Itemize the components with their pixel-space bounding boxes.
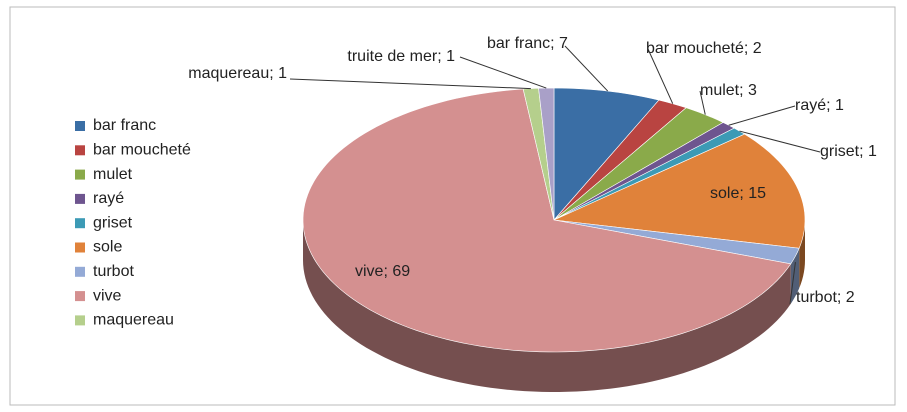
legend-swatch (75, 266, 85, 277)
leader-line (789, 262, 796, 305)
data-label: bar moucheté; 2 (646, 40, 762, 57)
data-label: vive; 69 (355, 263, 410, 280)
pie-slice (552, 133, 806, 249)
data-label: griset; 1 (820, 143, 877, 160)
data-label: mulet; 3 (700, 82, 757, 99)
legend-label: griset (93, 214, 133, 231)
pie (302, 87, 806, 392)
legend-label: sole (93, 239, 122, 256)
data-label: turbot; 2 (796, 289, 855, 306)
leader-line (739, 130, 821, 153)
data-label: truite de mer; 1 (347, 48, 455, 65)
legend-swatch (75, 242, 85, 253)
legend-swatch (75, 315, 85, 326)
legend-swatch (75, 193, 85, 204)
legend-label: vive (93, 287, 122, 304)
data-label: bar franc; 7 (487, 35, 568, 52)
legend-swatch (75, 218, 85, 229)
legend-label: bar franc (93, 117, 156, 134)
leader-line (564, 45, 609, 92)
pie-side (303, 220, 791, 392)
leader-line (289, 78, 531, 90)
labels: bar franc; 7 bar moucheté; 2 mulet; 3 rayé;… (188, 35, 877, 306)
data-label: rayé; 1 (795, 97, 844, 114)
pie-slice (553, 87, 660, 221)
data-label: sole; 15 (710, 185, 766, 202)
legend-swatch (75, 121, 85, 131)
leader-line (647, 48, 674, 104)
legend-swatch (75, 169, 85, 180)
leader-line (459, 56, 547, 89)
pie-slice (553, 107, 724, 221)
pie-side (790, 248, 800, 304)
leader-line (728, 105, 796, 126)
pie-side (799, 220, 805, 289)
legend: bar franc bar moucheté mulet rayé griset sole… (75, 117, 191, 329)
pie-slice (302, 88, 792, 353)
legend-label: rayé (93, 190, 124, 207)
legend-label: bar moucheté (93, 142, 191, 159)
legend-swatch (75, 145, 85, 156)
legend-label: maquereau (93, 312, 174, 329)
data-label: maquereau; 1 (188, 65, 287, 82)
legend-swatch (75, 291, 85, 302)
legend-label: turbot (93, 263, 134, 280)
legend-label: mulet (93, 166, 133, 183)
leader-line (699, 90, 706, 115)
